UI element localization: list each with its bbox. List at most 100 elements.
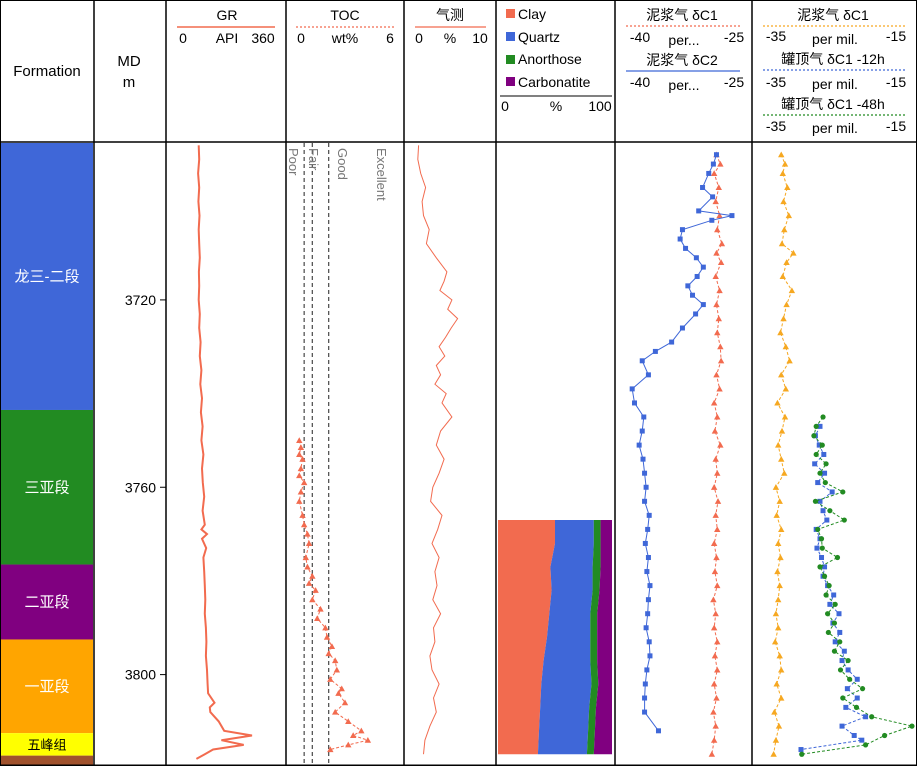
formation-band	[1, 639, 93, 734]
mud-c2-point	[643, 625, 649, 631]
c1-12h-point	[843, 704, 849, 710]
toc-point	[312, 587, 319, 593]
toc-zone-label: Fair	[306, 148, 321, 171]
c1-12h-point	[798, 747, 804, 753]
formation-band	[1, 755, 93, 765]
mud-c1-a-point	[714, 498, 722, 504]
mineral-area-quartz	[537, 520, 594, 755]
mud-c1-b-point	[778, 694, 785, 701]
mineral-area-anorthose	[586, 520, 601, 755]
mineral-unit: %	[550, 98, 562, 114]
toc-zone-label: Good	[335, 148, 350, 180]
mud-c1-a-point	[716, 212, 723, 219]
mud-c2-point	[642, 695, 648, 701]
c1-48h-point	[837, 639, 843, 645]
mud-c1-b-point	[785, 212, 793, 219]
c1-48h-point	[831, 648, 838, 654]
c1-48h-point	[812, 498, 819, 504]
mud-c1-a-point	[710, 399, 718, 406]
c1-12h-point	[837, 629, 843, 635]
c1-48h-point	[847, 676, 853, 682]
toc-title: TOC	[330, 7, 359, 23]
mud-c1-a-point	[711, 568, 719, 575]
mud-c2-point	[639, 428, 645, 434]
c1-48h-point	[823, 461, 829, 467]
c1-12h-point	[816, 442, 822, 448]
depth-tick-label: 3760	[125, 479, 156, 495]
c1-12h-point	[817, 498, 823, 504]
legend-carbonatite-label: Carbonatite	[518, 74, 591, 90]
toc-point	[327, 746, 334, 753]
gas-title: 气测	[436, 7, 464, 23]
mud-c2-point	[643, 484, 649, 490]
mud-c2-point	[636, 442, 642, 448]
mud-c2-point	[696, 208, 702, 214]
c1-12h-point	[812, 461, 818, 467]
mud-c1-a-point	[714, 666, 721, 673]
iso2-c1-max: -15	[886, 28, 906, 44]
mud-c2-point	[632, 400, 638, 406]
mud-c1-a-point	[717, 441, 724, 448]
mud-c1-b-point	[775, 722, 783, 729]
mud-c1-b-point	[775, 540, 782, 547]
gr-line	[195, 145, 253, 760]
mud-c1-a-point	[713, 301, 720, 308]
mud-c1-a-point	[717, 357, 725, 364]
mud-c2-point	[710, 161, 716, 167]
mud-c1-a-point	[711, 652, 719, 659]
c1-12h-point	[824, 517, 830, 523]
toc-max: 6	[386, 30, 394, 46]
toc-point	[335, 690, 342, 696]
c1-12h-point	[845, 667, 851, 673]
mud-c1-b-point	[778, 455, 785, 462]
mud-c2-point	[642, 498, 648, 504]
mud-c2-point	[693, 311, 699, 317]
mineral-area-clay	[498, 520, 555, 755]
c1-48h-point	[869, 714, 875, 720]
mud-c1-a-point	[716, 385, 723, 392]
mud-c1-a-point	[714, 526, 721, 532]
gas-max: 10	[472, 30, 488, 46]
mud-c1-a-point	[710, 736, 718, 743]
toc-point	[300, 479, 308, 486]
c1-12h-point	[820, 508, 826, 514]
toc-point	[358, 727, 365, 734]
iso1-c1-title: 泥浆气 δC1	[646, 7, 718, 23]
mud-c1-a-line	[711, 154, 723, 755]
mud-c1-a-point	[710, 484, 718, 490]
mud-c1-b-point	[771, 708, 778, 715]
mud-c1-b-point	[774, 399, 781, 406]
c1-48h-point	[827, 508, 833, 514]
mud-c2-point	[713, 152, 719, 158]
gr-unit: API	[216, 30, 239, 46]
iso2-c1-min: -35	[766, 28, 786, 44]
mud-c2-point	[642, 709, 648, 715]
mud-c1-b-point	[771, 638, 779, 645]
toc-point	[317, 605, 324, 612]
iso1-c2-title: 泥浆气 δC2	[646, 52, 718, 68]
mud-c2-point	[646, 639, 652, 645]
md-header: MD	[117, 53, 140, 70]
c1-48h-point	[859, 686, 866, 692]
toc-point	[304, 530, 311, 537]
c1-48h-point	[841, 517, 847, 523]
mud-c1-b-point	[782, 385, 789, 392]
c1-12h-point	[817, 423, 823, 429]
toc-point	[296, 437, 303, 443]
mud-c2-point	[700, 184, 706, 190]
mud-c2-point	[685, 283, 691, 289]
formation-band	[1, 409, 93, 565]
toc-point	[325, 650, 332, 657]
c1-12h-point	[815, 480, 821, 486]
mud-c1-b-point	[770, 751, 777, 757]
mud-c1-a-point	[714, 582, 721, 589]
mud-c1-b-point	[778, 526, 785, 532]
mud-c2-point	[646, 512, 652, 518]
toc-point	[296, 498, 303, 504]
c1-12h-point	[822, 470, 828, 476]
depth-tick-label: 3800	[125, 667, 156, 683]
mud-c2-point	[642, 470, 648, 476]
toc-point	[323, 633, 331, 640]
mud-c1-a-point	[714, 226, 721, 233]
mud-c2-point	[641, 414, 647, 420]
